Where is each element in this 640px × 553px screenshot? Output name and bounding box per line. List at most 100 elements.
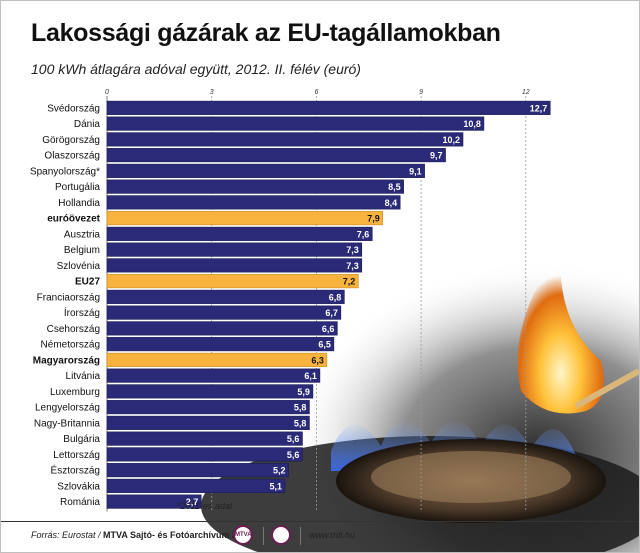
footer-divider bbox=[1, 521, 639, 522]
bar-value-label: 6,6 bbox=[322, 324, 335, 334]
bar-value-label: 6,3 bbox=[311, 355, 324, 365]
category-label: Belgium bbox=[64, 245, 100, 256]
bar bbox=[106, 463, 289, 478]
bar-value-label: 6,8 bbox=[329, 292, 342, 302]
category-label: Szlovákia bbox=[57, 481, 100, 492]
source-text: Forrás: Eurostat / MTVA Sajtó- és Fotóar… bbox=[31, 530, 253, 540]
bar-value-label: 5,6 bbox=[287, 434, 300, 444]
category-label: Írország bbox=[64, 306, 100, 319]
mti-logo-icon bbox=[271, 525, 291, 545]
bar-value-label: 6,1 bbox=[304, 371, 317, 381]
bar bbox=[106, 478, 286, 493]
highlight-bar bbox=[106, 274, 359, 289]
bar-value-label: 5,1 bbox=[269, 481, 282, 491]
bar-value-label: 2,7 bbox=[186, 497, 199, 507]
x-tick-label: 9 bbox=[419, 89, 423, 96]
category-label: Ausztria bbox=[64, 229, 101, 240]
bar bbox=[106, 116, 485, 131]
bar bbox=[106, 132, 464, 147]
bar-value-label: 7,3 bbox=[346, 261, 359, 271]
bar bbox=[106, 337, 335, 352]
category-label: Svédország bbox=[47, 103, 100, 114]
bar-value-label: 5,8 bbox=[294, 403, 307, 413]
category-label: Csehország bbox=[47, 324, 100, 335]
bar-value-label: 8,5 bbox=[388, 182, 401, 192]
bar bbox=[106, 258, 363, 273]
x-tick-label: 3 bbox=[210, 89, 214, 96]
category-label: Hollandia bbox=[58, 198, 100, 209]
bar bbox=[106, 195, 401, 210]
bar bbox=[106, 368, 321, 383]
highlight-bar bbox=[106, 211, 384, 226]
category-label: Nagy-Britannia bbox=[34, 418, 101, 429]
bar-value-label: 5,9 bbox=[297, 387, 310, 397]
bar-value-label: 7,3 bbox=[346, 245, 359, 255]
bar-value-label: 10,8 bbox=[463, 119, 481, 129]
logo-separator bbox=[263, 527, 264, 545]
category-label: Észtország bbox=[51, 464, 100, 477]
bar-value-label: 6,5 bbox=[318, 340, 331, 350]
bar bbox=[106, 384, 314, 399]
category-label: Olaszország bbox=[44, 151, 100, 162]
x-tick-label: 12 bbox=[522, 89, 530, 96]
mtva-logo-text: MTVA bbox=[235, 532, 252, 538]
footnote: *2011-es adat bbox=[177, 501, 233, 511]
chart-subtitle: 100 kWh átlagára adóval együtt, 2012. II… bbox=[31, 61, 361, 77]
bar bbox=[106, 242, 363, 257]
category-label: Szlovénia bbox=[57, 261, 101, 272]
bar-value-label: 8,4 bbox=[385, 198, 398, 208]
category-label: Lettország bbox=[53, 450, 100, 461]
category-label: EU27 bbox=[75, 277, 100, 288]
logo-separator bbox=[300, 527, 301, 545]
category-label: Románia bbox=[60, 497, 100, 508]
bar bbox=[106, 289, 345, 304]
category-label: Franciaország bbox=[37, 292, 100, 303]
category-label: Görögország bbox=[42, 135, 100, 146]
category-label: Magyarország bbox=[33, 355, 100, 366]
source-org: MTVA Sajtó- és Fotóarchívum / MTI bbox=[103, 530, 253, 540]
source-prefix: Forrás: Eurostat / bbox=[31, 530, 104, 540]
bar-value-label: 10,2 bbox=[442, 135, 460, 145]
bar-value-label: 7,9 bbox=[367, 214, 380, 224]
bar bbox=[106, 163, 425, 178]
category-label: Lengyelország bbox=[35, 403, 100, 414]
mtva-logo-icon: MTVA bbox=[233, 525, 253, 545]
bar bbox=[106, 305, 342, 320]
category-label: Litvánia bbox=[66, 371, 101, 382]
bar bbox=[106, 148, 446, 163]
category-label: Luxemburg bbox=[50, 387, 100, 398]
category-label: Németország bbox=[41, 340, 100, 351]
x-tick-label: 0 bbox=[105, 89, 109, 96]
bar-value-label: 5,2 bbox=[273, 466, 286, 476]
bar-value-label: 9,1 bbox=[409, 166, 422, 176]
chart-title: Lakossági gázárak az EU-tagállamokban bbox=[31, 19, 501, 47]
bar-value-label: 5,6 bbox=[287, 450, 300, 460]
bar-value-label: 9,7 bbox=[430, 151, 443, 161]
highlight-bar bbox=[106, 352, 328, 367]
category-label: euróövezet bbox=[47, 214, 100, 225]
category-label: Portugália bbox=[55, 182, 100, 193]
bar-value-label: 7,2 bbox=[343, 277, 356, 287]
bar bbox=[106, 321, 338, 336]
bar bbox=[106, 179, 404, 194]
bar-value-label: 6,7 bbox=[325, 308, 338, 318]
bar bbox=[106, 431, 303, 446]
category-label: Bulgária bbox=[63, 434, 100, 445]
category-label: Spanyolország* bbox=[30, 166, 100, 177]
bar bbox=[106, 400, 310, 415]
bar bbox=[106, 415, 310, 430]
footer: Forrás: Eurostat / MTVA Sajtó- és Fotóar… bbox=[1, 521, 639, 552]
website-url: www.mti.hu bbox=[309, 530, 356, 540]
bar-value-label: 12,7 bbox=[530, 103, 548, 113]
category-label: Dánia bbox=[74, 119, 101, 130]
bar-value-label: 5,8 bbox=[294, 418, 307, 428]
bar bbox=[106, 226, 373, 241]
x-tick-label: 6 bbox=[314, 89, 318, 96]
bar-value-label: 7,6 bbox=[357, 229, 370, 239]
bar bbox=[106, 100, 551, 115]
bar bbox=[106, 494, 202, 509]
bar bbox=[106, 447, 303, 462]
